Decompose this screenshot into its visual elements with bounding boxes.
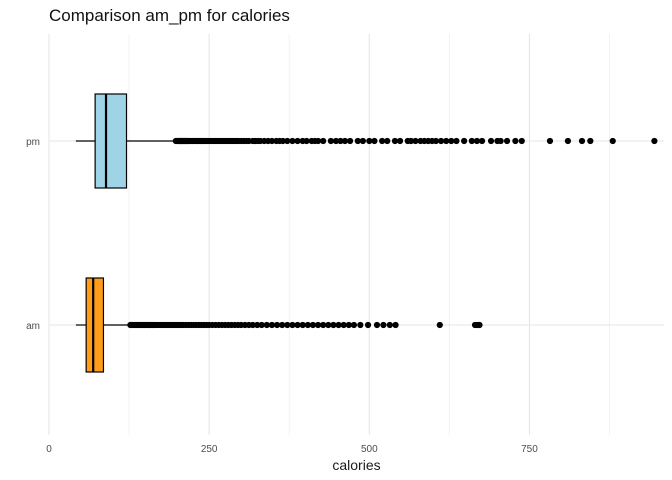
am-outlier-point-68 <box>304 321 311 329</box>
pm-outlier-point-88 <box>412 137 419 145</box>
am-outlier-point-84 <box>436 321 443 329</box>
x-tick-label-1: 250 <box>201 444 218 455</box>
am-outlier-point-60 <box>263 321 270 329</box>
pm-outlier-point-100 <box>473 137 481 145</box>
am-outlier-point-69 <box>309 321 317 329</box>
outlier-layer <box>127 137 658 329</box>
pm-outlier-point-76 <box>341 137 349 145</box>
y-tick-label-pm: pm <box>26 137 40 148</box>
pm-outlier-point-99 <box>468 137 475 145</box>
pm-outlier-point-68 <box>303 137 310 145</box>
pm-outlier-point-94 <box>437 137 445 145</box>
pm-outlier-point-93 <box>432 137 440 145</box>
am-outlier-point-79 <box>364 321 372 329</box>
am-outlier-point-66 <box>294 321 301 329</box>
x-axis-title: calories <box>332 457 380 473</box>
pm-outlier-point-77 <box>346 137 354 145</box>
y-tick-label-am: am <box>26 321 40 332</box>
am-outlier-point-57 <box>249 321 256 329</box>
x-tick-label-0: 0 <box>46 444 52 455</box>
am-outlier-point-76 <box>345 321 352 329</box>
pm-outlier-point-111 <box>587 137 594 145</box>
pm-outlier-point-97 <box>453 137 460 145</box>
pm-outlier-point-105 <box>503 137 511 145</box>
pm-outlier-point-66 <box>294 137 301 145</box>
pm-outlier-point-81 <box>371 137 378 145</box>
am-outlier-point-58 <box>254 321 261 329</box>
pm-outlier-point-79 <box>359 137 367 145</box>
pm-outlier-point-95 <box>443 137 450 145</box>
pm-outlier-point-65 <box>289 137 296 145</box>
pm-outlier-point-109 <box>564 137 572 145</box>
pm-outlier-point-82 <box>379 137 386 145</box>
am-outlier-point-65 <box>289 321 296 329</box>
pm-outlier-point-106 <box>512 137 519 145</box>
pm-outlier-point-98 <box>461 137 468 145</box>
am-outlier-point-74 <box>335 321 342 329</box>
am-outlier-point-75 <box>340 321 347 329</box>
am-outlier-point-88 <box>476 321 483 329</box>
pm-outlier-point-60 <box>268 137 276 145</box>
am-outlier-point-72 <box>325 321 332 329</box>
am-outlier-point-77 <box>350 321 358 329</box>
am-outlier-point-80 <box>373 321 381 329</box>
pm-box <box>94 93 128 189</box>
grid-layer <box>48 34 664 435</box>
am-outlier-point-62 <box>273 321 281 329</box>
pm-outlier-point-73 <box>327 137 334 145</box>
pm-outlier-point-72 <box>320 137 327 145</box>
pm-outlier-point-110 <box>578 137 586 145</box>
am-outlier-point-78 <box>357 321 364 329</box>
am-outlier-point-61 <box>268 321 276 329</box>
am-outlier-point-67 <box>299 321 306 329</box>
pm-outlier-point-84 <box>391 137 399 145</box>
x-tick-label-3: 750 <box>521 444 538 455</box>
am-outlier-point-81 <box>380 321 387 329</box>
am-outlier-point-73 <box>330 321 337 329</box>
pm-outlier-point-75 <box>337 137 344 145</box>
pm-outlier-point-108 <box>546 137 554 145</box>
am-outlier-point-59 <box>258 321 265 329</box>
am-outlier-point-82 <box>386 321 393 329</box>
x-tick-label-2: 500 <box>361 444 378 455</box>
label-layer: 0 250 500 750 pm am Comparison am_pm for calor… <box>26 6 538 473</box>
am-outlier-point-70 <box>314 321 322 329</box>
am-outlier-point-63 <box>279 321 286 329</box>
pm-outlier-point-87 <box>407 137 415 145</box>
chart-title: Comparison am_pm for calories <box>49 6 290 25</box>
am-outlier-point-71 <box>320 321 327 329</box>
am-outlier-point-64 <box>284 321 291 329</box>
pm-outlier-point-80 <box>366 137 373 145</box>
pm-outlier-point-104 <box>497 137 504 145</box>
pm-outlier-point-78 <box>354 137 361 145</box>
box-layer <box>75 93 176 373</box>
pm-outlier-point-74 <box>332 137 340 145</box>
pm-outlier-point-64 <box>284 137 291 145</box>
pm-outlier-point-112 <box>609 137 616 145</box>
pm-outlier-point-101 <box>478 137 486 145</box>
pm-outlier-point-113 <box>651 137 658 145</box>
pm-outlier-point-71 <box>314 137 322 145</box>
pm-outlier-point-96 <box>448 137 455 145</box>
am-box <box>85 277 105 373</box>
pm-outlier-point-63 <box>279 137 286 145</box>
am-outlier-point-83 <box>392 321 399 329</box>
pm-outlier-point-85 <box>396 137 404 145</box>
pm-outlier-point-102 <box>487 137 495 145</box>
pm-outlier-point-83 <box>384 137 391 145</box>
pm-outlier-point-107 <box>518 137 525 145</box>
